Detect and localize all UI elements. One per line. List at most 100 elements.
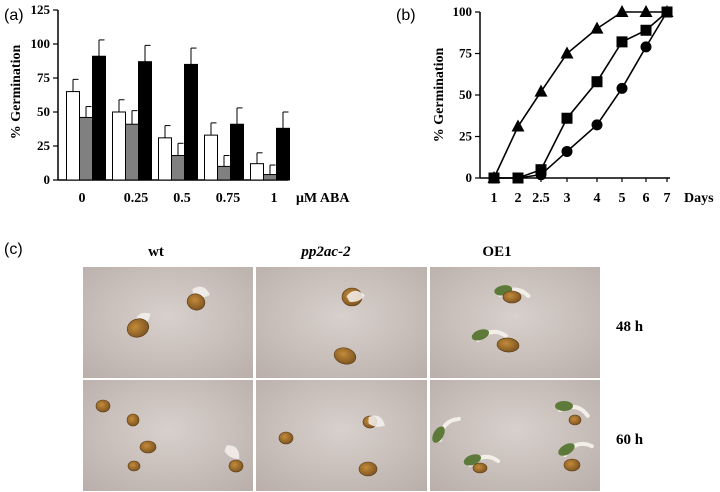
chart-a-bar <box>125 123 139 181</box>
photo-background <box>83 380 253 491</box>
chart-b-point-triangle <box>590 21 604 34</box>
chart-b-point-square <box>561 112 573 124</box>
row-label-60h: 60 h <box>616 432 644 448</box>
chart-a-bar <box>250 163 264 181</box>
chart-b-point-circle <box>616 82 628 94</box>
chart-a-bar <box>66 91 80 181</box>
chart-a-bar <box>79 116 93 181</box>
chart-b-point-circle <box>591 119 603 131</box>
cotyledon-image <box>432 426 445 443</box>
chart-a-ytick-label: 25 <box>37 138 51 153</box>
chart-a-ytick-label: 75 <box>37 70 51 85</box>
photo-cell-OE1-48h <box>430 267 600 378</box>
cotyledon-image <box>471 329 490 341</box>
chart-a-bar <box>138 61 152 181</box>
chart-b-point-triangle <box>560 46 574 59</box>
chart-b-point-square <box>591 76 603 88</box>
chart-a-xlabel: μM ABA <box>296 191 350 206</box>
chart-a-bar <box>263 174 277 181</box>
photo-cell-wt-60h <box>83 380 253 491</box>
chart-b-ytick-label: 0 <box>466 170 473 185</box>
photo-cell-pp2ac-2-48h <box>256 267 427 378</box>
chart-b-point-square <box>616 36 628 48</box>
cotyledon-image <box>463 454 482 466</box>
chart-b-series-line-square <box>494 11 668 179</box>
seed-image <box>186 293 206 311</box>
seed-image <box>502 290 522 304</box>
chart-b-point-circle <box>512 172 524 184</box>
chart-a-bar <box>230 123 244 181</box>
chart-b-point-circle <box>488 172 500 184</box>
chart-b-ytick-label: 25 <box>459 129 473 144</box>
seed-image <box>95 399 111 413</box>
seed-image <box>568 414 582 426</box>
chart-b-series-line-triangle <box>493 11 667 179</box>
chart-a-bar <box>158 137 172 181</box>
chart-a-ytick-label: 100 <box>31 36 51 51</box>
photo-grid: (c) wt pp2ac-2 OE1 48 h 60 h <box>4 241 644 491</box>
photo-cell-OE1-60h <box>430 380 600 491</box>
chart-b-xtick-label: 4 <box>594 191 601 206</box>
chart-a-category-label: 0.25 <box>124 191 149 206</box>
chart-a-ytick-label: 125 <box>31 2 51 17</box>
chart-b-xtick-label: 2.5 <box>532 191 550 206</box>
photo-cell-pp2ac-2-60h <box>256 380 427 491</box>
chart-a-category-label: 0 <box>79 191 86 206</box>
photo-background <box>430 380 600 491</box>
chart-a-bar <box>171 155 185 181</box>
photo-cell-wt-48h <box>83 267 253 378</box>
chart-a-category-label: 0.75 <box>216 191 241 206</box>
photo-background <box>430 267 600 378</box>
chart-a-bar <box>92 55 106 181</box>
chart-b-point-square <box>640 24 652 36</box>
panel-b-tag: (b) <box>396 7 416 24</box>
chart-a-ylabel: % Germination <box>9 45 24 140</box>
cotyledon-image <box>555 401 573 411</box>
chart-b-ylabel: % Germination <box>432 48 447 143</box>
chart-b-point-triangle <box>639 5 653 17</box>
chart-a-ytick-label: 50 <box>37 104 50 119</box>
chart-b-point-circle <box>561 145 573 157</box>
seed-image <box>563 458 581 472</box>
seed-image <box>333 347 357 365</box>
seed-image <box>127 460 141 472</box>
chart-a-bar <box>276 127 290 181</box>
seed-image <box>472 462 488 474</box>
chart-b-point-triangle <box>615 5 629 17</box>
chart-b-ytick-label: 50 <box>459 87 472 102</box>
chart-a-ytick-label: 0 <box>44 172 51 187</box>
col-label-pp2ac-2: pp2ac-2 <box>299 244 351 260</box>
chart-b-ytick-label: 75 <box>459 46 473 61</box>
chart-b-xtick-label: 5 <box>619 191 626 206</box>
chart-b-xtick-label: 3 <box>564 191 571 206</box>
chart-a-bar <box>217 165 231 181</box>
chart-b-ytick-label: 100 <box>453 4 473 19</box>
chart-b-point-triangle <box>511 119 525 132</box>
seed-image <box>139 440 157 454</box>
chart-a-category-label: 0.5 <box>173 191 191 206</box>
seed-coat-image <box>346 290 365 302</box>
chart-a-axes: 0 25 50 75 100 125 0 0.25 0.5 0.75 1 <box>31 2 288 206</box>
chart-b-series-line-circle <box>494 11 668 179</box>
seed-coat-image <box>224 445 240 459</box>
chart-b-xtick-label: 1 <box>491 191 498 206</box>
chart-a-bar <box>204 134 218 181</box>
seed-image <box>228 459 244 473</box>
chart-b-point-circle <box>661 6 673 18</box>
seed-image <box>126 318 150 338</box>
chart-b-xtick-label: 7 <box>664 191 671 206</box>
photo-background <box>83 267 253 378</box>
chart-b-lines <box>487 5 674 184</box>
chart-b-point-circle <box>535 169 547 181</box>
chart-b-xlabel: Days <box>684 191 714 206</box>
chart-b-point-circle <box>640 41 652 53</box>
chart-a-bar <box>112 111 126 181</box>
chart-b-xtick-label: 6 <box>643 191 650 206</box>
panel-c-tag: (c) <box>4 241 23 258</box>
seed-coat-image <box>368 415 385 427</box>
chart-a-bar <box>184 63 198 181</box>
seed-image <box>126 413 140 427</box>
